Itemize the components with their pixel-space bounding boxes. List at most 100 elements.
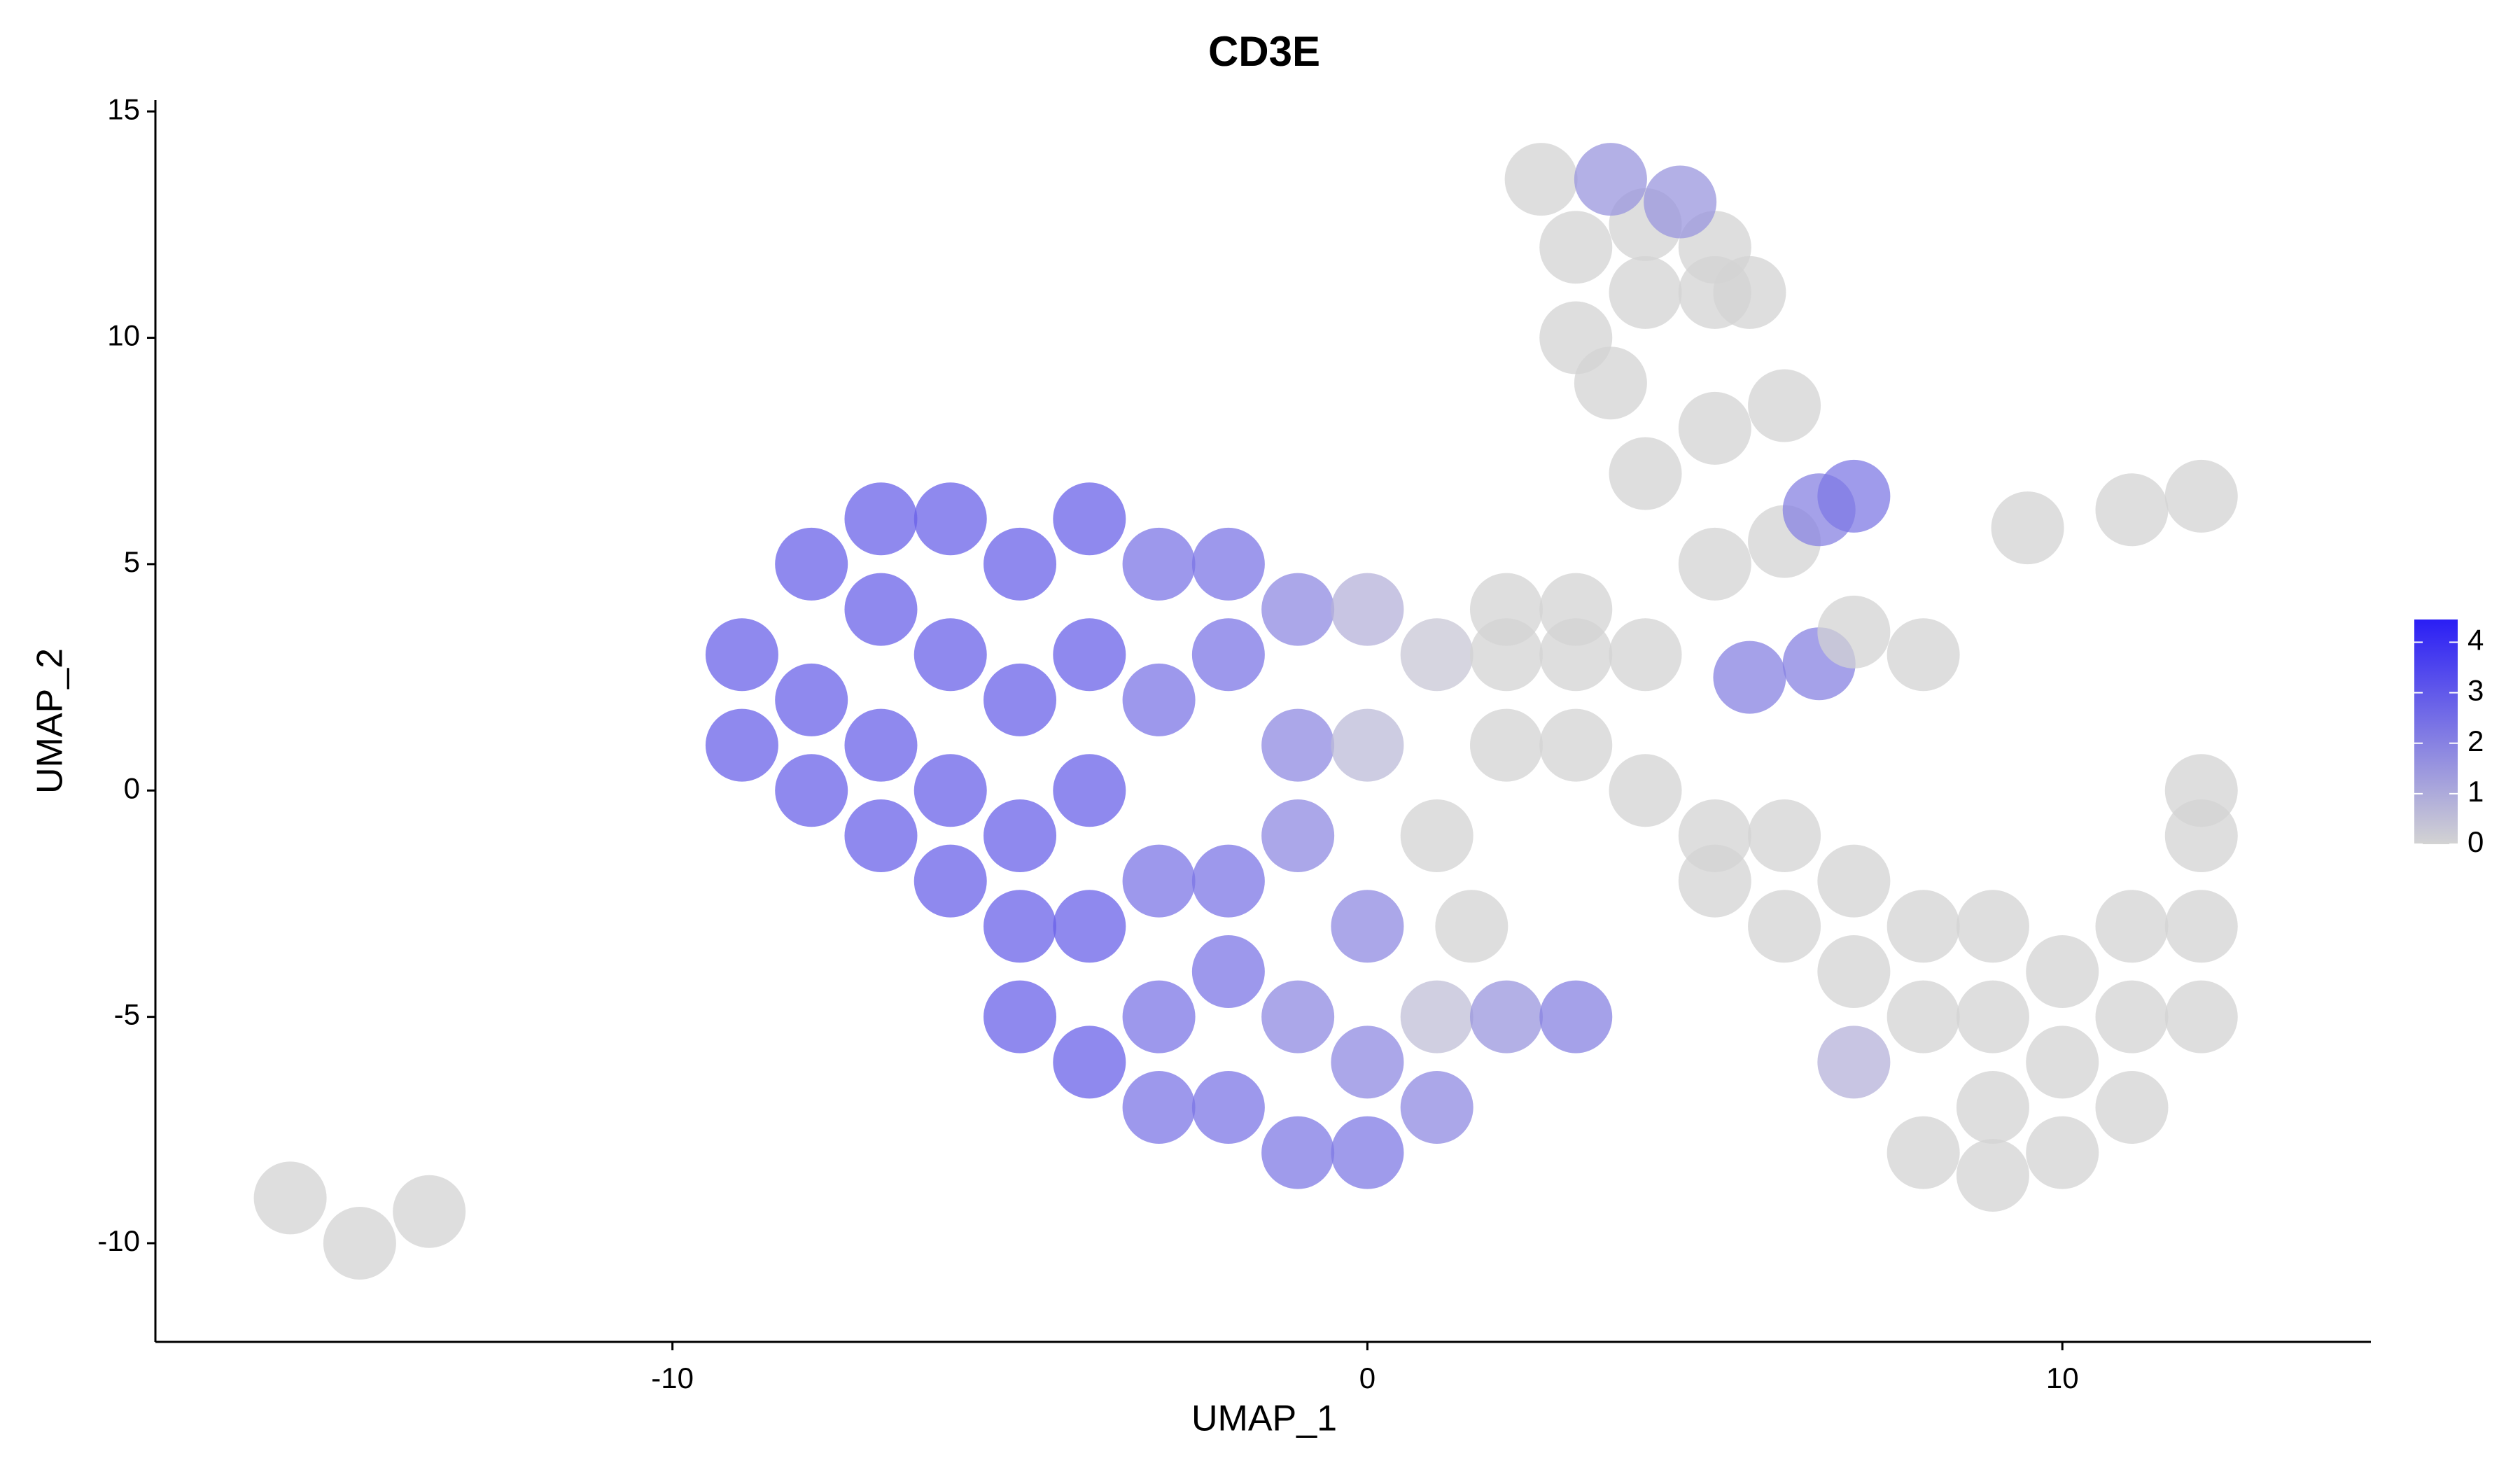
cell-point bbox=[844, 708, 918, 782]
cell-point bbox=[2095, 473, 2169, 547]
cell-point bbox=[1469, 573, 1543, 646]
cell-point bbox=[844, 482, 918, 556]
cell-point bbox=[1644, 165, 1717, 239]
cell-point bbox=[844, 573, 918, 646]
cell-point bbox=[1539, 618, 1613, 692]
cell-point bbox=[1817, 1026, 1891, 1099]
cell-point bbox=[1504, 143, 1578, 216]
cell-point bbox=[983, 799, 1057, 872]
cell-point bbox=[2095, 1070, 2169, 1144]
cell-point bbox=[1191, 844, 1265, 918]
cell-point bbox=[2095, 890, 2169, 963]
cell-point bbox=[1609, 618, 1682, 692]
cell-point bbox=[253, 1161, 327, 1235]
cell-point bbox=[1609, 754, 1682, 827]
cell-point bbox=[2095, 980, 2169, 1054]
cell-point bbox=[2164, 459, 2238, 533]
cell-point bbox=[1053, 1026, 1126, 1099]
cell-point bbox=[844, 799, 918, 872]
colorbar-tick-label: 4 bbox=[2468, 624, 2484, 657]
cell-point bbox=[1748, 369, 1821, 442]
cell-point bbox=[775, 527, 848, 601]
y-tick-label: 0 bbox=[124, 771, 140, 804]
cell-point bbox=[1713, 640, 1786, 714]
colorbar-tick-label: 3 bbox=[2468, 674, 2484, 707]
cell-point bbox=[1191, 934, 1265, 1008]
cell-point bbox=[1261, 573, 1335, 646]
cell-point bbox=[1956, 1139, 2029, 1212]
cell-point bbox=[1331, 1116, 1404, 1189]
y-axis-label: UMAP_2 bbox=[30, 648, 71, 794]
cell-point bbox=[1817, 595, 1891, 668]
cell-point bbox=[1122, 527, 1196, 601]
cell-point bbox=[1713, 255, 1786, 329]
cell-point bbox=[1678, 527, 1751, 601]
cell-point bbox=[1539, 980, 1613, 1054]
cell-point bbox=[1053, 482, 1126, 556]
cell-point bbox=[705, 618, 778, 692]
cell-point bbox=[1435, 890, 1508, 963]
cell-point bbox=[1469, 708, 1543, 782]
cell-point bbox=[1122, 980, 1196, 1054]
cell-point bbox=[1886, 980, 1960, 1054]
cell-point bbox=[1191, 1070, 1265, 1144]
cell-point bbox=[1400, 980, 1474, 1054]
cell-point bbox=[323, 1207, 396, 1280]
cell-point bbox=[1956, 980, 2029, 1054]
cell-point bbox=[775, 663, 848, 736]
cell-point bbox=[1539, 708, 1613, 782]
cell-point bbox=[1331, 708, 1404, 782]
y-tick-label: 10 bbox=[107, 319, 140, 352]
cell-point bbox=[1331, 1026, 1404, 1099]
cell-point bbox=[1817, 459, 1891, 533]
cell-point bbox=[1991, 491, 2064, 565]
cell-point bbox=[1122, 844, 1196, 918]
x-tick-label: 10 bbox=[2046, 1362, 2079, 1394]
cell-point bbox=[983, 980, 1057, 1054]
cell-point bbox=[1469, 980, 1543, 1054]
cell-point bbox=[1261, 980, 1335, 1054]
cell-point bbox=[1539, 211, 1613, 284]
cell-point bbox=[1053, 754, 1126, 827]
x-tick-label: 0 bbox=[1359, 1362, 1376, 1394]
cell-point bbox=[1817, 844, 1891, 918]
chart-title: CD3E bbox=[1208, 28, 1320, 75]
cell-point bbox=[705, 708, 778, 782]
cell-point bbox=[983, 527, 1057, 601]
y-tick-label: 15 bbox=[107, 92, 140, 125]
cell-point bbox=[1122, 663, 1196, 736]
cell-point bbox=[1748, 799, 1821, 872]
cell-point bbox=[1400, 618, 1474, 692]
cell-point bbox=[1609, 255, 1682, 329]
cell-point bbox=[913, 754, 987, 827]
colorbar-tick-label: 1 bbox=[2468, 775, 2484, 808]
cell-point bbox=[2026, 1026, 2099, 1099]
colorbar-tick-label: 0 bbox=[2468, 825, 2484, 858]
cell-point bbox=[1400, 799, 1474, 872]
cell-point bbox=[1261, 708, 1335, 782]
cell-point bbox=[1053, 618, 1126, 692]
cell-point bbox=[983, 890, 1057, 963]
cell-point bbox=[1574, 346, 1647, 420]
y-tick-label: -10 bbox=[97, 1224, 140, 1257]
cell-point bbox=[1678, 391, 1751, 465]
cell-point bbox=[1956, 890, 2029, 963]
cell-point bbox=[2164, 980, 2238, 1054]
cell-point bbox=[1609, 437, 1682, 510]
cell-point bbox=[2026, 1116, 2099, 1189]
y-tick-label: -5 bbox=[114, 998, 140, 1031]
cell-point bbox=[1191, 527, 1265, 601]
x-tick-label: -10 bbox=[651, 1362, 694, 1394]
y-tick-label: 5 bbox=[124, 545, 140, 578]
cell-point bbox=[1886, 890, 1960, 963]
colorbar-tick-label: 2 bbox=[2468, 724, 2484, 757]
cell-point bbox=[2164, 754, 2238, 827]
cell-point bbox=[983, 663, 1057, 736]
x-axis-label: UMAP_1 bbox=[1191, 1399, 1337, 1439]
cell-point bbox=[913, 482, 987, 556]
cell-point bbox=[1748, 890, 1821, 963]
cell-point bbox=[1053, 890, 1126, 963]
cell-point bbox=[1678, 844, 1751, 918]
